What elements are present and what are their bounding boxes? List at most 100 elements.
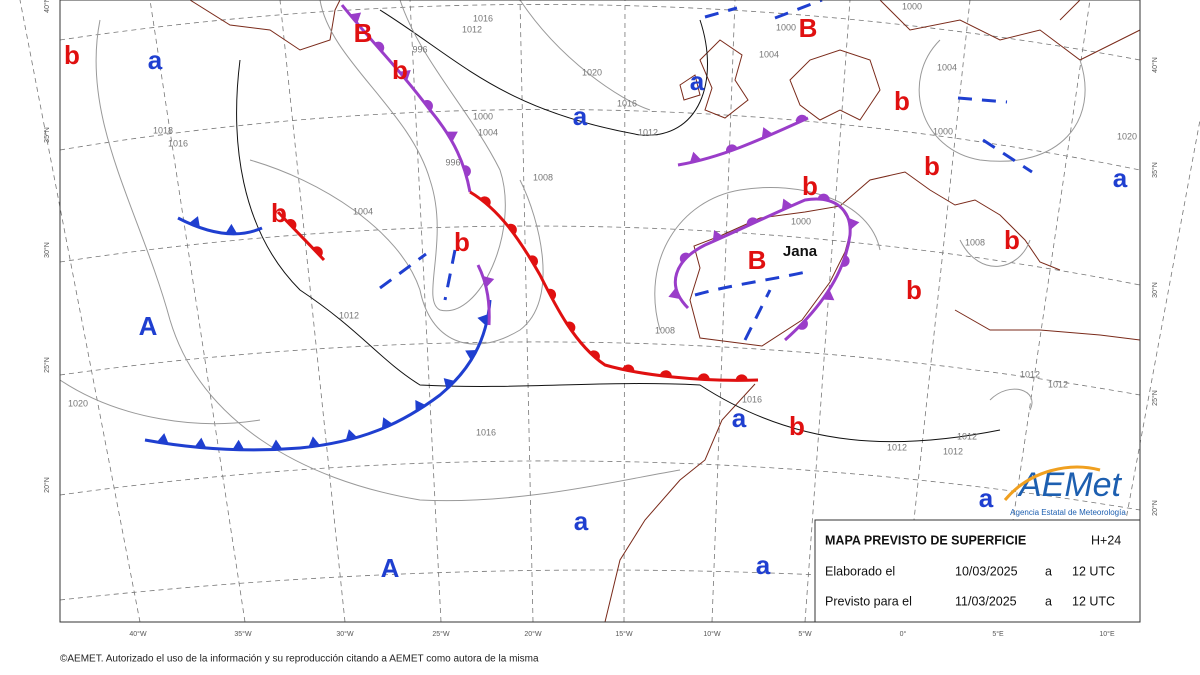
- front-semicircle: [797, 319, 808, 330]
- front-triangle: [194, 437, 207, 449]
- front-symbol: [817, 193, 830, 201]
- isobar-label: 1012: [943, 446, 963, 456]
- occl-front: [340, 4, 472, 193]
- front-triangle: [232, 439, 245, 450]
- pressure-center: b: [924, 151, 940, 181]
- isobar-label: 1000: [776, 22, 796, 32]
- isobar-label: 1012: [1020, 369, 1040, 379]
- front-triangle: [381, 417, 393, 429]
- front-symbol: [841, 255, 850, 267]
- front-symbol: [689, 151, 702, 163]
- pressure-center: a: [732, 403, 747, 433]
- front-symbol: [761, 127, 773, 139]
- front-triangle: [446, 131, 458, 142]
- front-symbol: [746, 217, 759, 226]
- front-symbol: [463, 165, 471, 177]
- isobar-label: 1008: [655, 325, 675, 335]
- trough-front: [443, 249, 457, 301]
- pressure-center: a: [573, 101, 588, 131]
- latitude-label: 25°N: [1151, 390, 1159, 406]
- front-triangle: [761, 127, 773, 139]
- front-symbol: [446, 131, 458, 142]
- front-symbol: [286, 219, 297, 230]
- pressure-center: b: [906, 275, 922, 305]
- isobar-label: 1008: [965, 237, 985, 247]
- front-symbol: [443, 378, 456, 390]
- pressure-center: A: [381, 553, 400, 583]
- front-symbol: [477, 313, 489, 326]
- isobar-label: 1012: [887, 442, 907, 452]
- front-triangle: [482, 275, 495, 288]
- front-triangle: [415, 399, 426, 412]
- pressure-center: B: [748, 245, 767, 275]
- longitude-label: 35°W: [234, 630, 252, 638]
- info-lead: H+24: [1091, 533, 1121, 547]
- isobar: [379, 9, 708, 136]
- info-cell: Elaborado el: [825, 564, 895, 578]
- latitude-label: 20°N: [1151, 500, 1159, 516]
- front-semicircle: [589, 350, 600, 361]
- coastline: [699, 39, 749, 119]
- front-semicircle: [480, 196, 491, 207]
- isobar-label: 1000: [933, 126, 953, 136]
- trough-front: [379, 252, 427, 290]
- info-cell: 10/03/2025: [955, 564, 1018, 578]
- front-semicircle: [312, 246, 323, 257]
- pressure-center: a: [1113, 163, 1128, 193]
- front-triangle: [781, 198, 793, 211]
- front-triangle: [443, 378, 456, 390]
- longitude-label: 10°E: [1099, 630, 1115, 638]
- front-symbol: [712, 230, 724, 242]
- longitude-label: 25°W: [432, 630, 450, 638]
- isobar-label: 1012: [462, 24, 482, 34]
- front-triangle: [349, 12, 362, 24]
- front-symbol: [225, 223, 238, 234]
- pressure-center: b: [789, 411, 805, 441]
- isobar: [989, 388, 1033, 411]
- front-symbol: [482, 275, 495, 288]
- front-symbol: [797, 319, 808, 330]
- front-symbol: [547, 288, 557, 301]
- isobar-label: 1000: [902, 1, 922, 11]
- front-semicircle: [746, 217, 759, 226]
- front-triangle: [225, 223, 238, 234]
- isobar-label: 1018: [153, 125, 173, 135]
- info-cell: a: [1045, 594, 1052, 608]
- graticule: [149, 0, 246, 623]
- front-symbol: [194, 437, 207, 449]
- graticule: [59, 4, 1141, 61]
- front-symbol: [822, 289, 835, 301]
- front-symbol: [795, 114, 808, 124]
- front-symbol: [465, 350, 477, 361]
- coastline: [604, 383, 756, 623]
- front-symbol: [668, 287, 680, 299]
- front-triangle: [156, 433, 169, 444]
- pressure-center: a: [756, 550, 771, 580]
- trough-front: [774, 0, 823, 20]
- graticule: [59, 109, 1141, 171]
- isobar-label: 1012: [1048, 379, 1068, 389]
- pressure-center: a: [148, 45, 163, 75]
- isobar-label: 1012: [339, 310, 359, 320]
- warm-front: [469, 190, 759, 382]
- isobar: [519, 0, 651, 111]
- graticule: [997, 0, 1091, 623]
- front-semicircle: [735, 374, 748, 381]
- isobar: [654, 187, 881, 331]
- isobar-label: 1016: [168, 138, 188, 148]
- trough-front: [982, 138, 1033, 174]
- front-symbol: [232, 439, 245, 450]
- latitude-label: 35°N: [1151, 162, 1159, 178]
- trough-front: [743, 289, 772, 341]
- front-semicircle: [659, 370, 672, 377]
- storm-name: Jana: [783, 243, 818, 260]
- pressure-center: b: [392, 55, 408, 85]
- info-cell: a: [1045, 564, 1052, 578]
- front-symbol: [308, 436, 321, 448]
- isobar-label: 1016: [742, 394, 762, 404]
- longitude-label: 5°W: [798, 630, 812, 638]
- pressure-center: a: [574, 506, 589, 536]
- logo-swoosh: [1003, 465, 1101, 501]
